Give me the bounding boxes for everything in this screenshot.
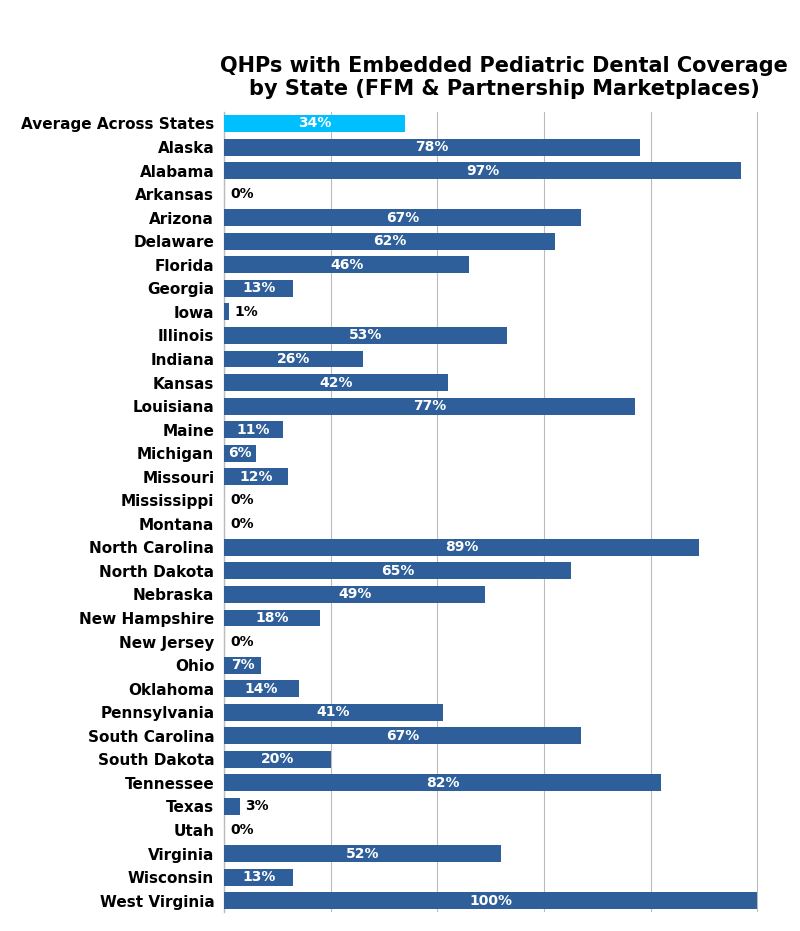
Bar bbox=[224, 374, 448, 391]
Text: 49%: 49% bbox=[338, 587, 371, 601]
Text: 65%: 65% bbox=[381, 564, 414, 578]
Text: 77%: 77% bbox=[413, 399, 446, 413]
Text: 12%: 12% bbox=[239, 470, 273, 484]
Text: 14%: 14% bbox=[245, 681, 278, 695]
Text: 62%: 62% bbox=[373, 235, 406, 249]
Bar bbox=[224, 398, 634, 414]
Bar bbox=[224, 562, 570, 579]
Text: 78%: 78% bbox=[415, 140, 449, 154]
Bar bbox=[224, 869, 294, 885]
Text: 13%: 13% bbox=[242, 870, 275, 884]
Text: 18%: 18% bbox=[255, 611, 289, 625]
Text: 11%: 11% bbox=[237, 423, 270, 437]
Bar bbox=[224, 892, 758, 909]
Title: QHPs with Embedded Pediatric Dental Coverage
by State (FFM & Partnership Marketp: QHPs with Embedded Pediatric Dental Cove… bbox=[220, 56, 788, 99]
Text: 52%: 52% bbox=[346, 846, 379, 860]
Text: 0%: 0% bbox=[230, 493, 254, 507]
Text: 34%: 34% bbox=[298, 116, 331, 130]
Bar bbox=[224, 586, 486, 603]
Bar bbox=[224, 256, 470, 274]
Bar bbox=[224, 468, 288, 485]
Bar bbox=[224, 233, 554, 250]
Bar bbox=[224, 845, 502, 862]
Text: 89%: 89% bbox=[445, 540, 478, 554]
Bar bbox=[224, 656, 262, 674]
Bar bbox=[224, 162, 742, 179]
Text: 67%: 67% bbox=[386, 210, 419, 224]
Text: 7%: 7% bbox=[231, 658, 254, 672]
Text: 1%: 1% bbox=[234, 304, 258, 319]
Text: 26%: 26% bbox=[277, 352, 310, 366]
Bar bbox=[224, 209, 582, 226]
Bar bbox=[224, 798, 240, 815]
Text: 53%: 53% bbox=[349, 329, 382, 343]
Text: 0%: 0% bbox=[230, 517, 254, 531]
Text: 42%: 42% bbox=[319, 375, 353, 389]
Bar bbox=[224, 304, 230, 320]
Text: 0%: 0% bbox=[230, 187, 254, 201]
Text: 82%: 82% bbox=[426, 776, 459, 789]
Text: 67%: 67% bbox=[386, 729, 419, 743]
Bar bbox=[224, 610, 320, 627]
Bar bbox=[224, 704, 442, 721]
Bar bbox=[224, 280, 294, 297]
Bar bbox=[224, 115, 406, 132]
Bar bbox=[224, 727, 582, 744]
Text: 3%: 3% bbox=[246, 800, 269, 814]
Bar bbox=[224, 750, 330, 768]
Text: 0%: 0% bbox=[230, 823, 254, 837]
Text: 46%: 46% bbox=[330, 258, 363, 272]
Text: 41%: 41% bbox=[317, 705, 350, 720]
Text: 97%: 97% bbox=[466, 164, 499, 178]
Bar bbox=[224, 681, 298, 697]
Text: 0%: 0% bbox=[230, 635, 254, 649]
Bar bbox=[224, 775, 662, 791]
Bar bbox=[224, 327, 506, 344]
Text: 20%: 20% bbox=[261, 752, 294, 766]
Bar bbox=[224, 421, 282, 439]
Text: 100%: 100% bbox=[469, 894, 512, 908]
Bar bbox=[224, 350, 362, 368]
Text: 13%: 13% bbox=[242, 281, 275, 295]
Bar bbox=[224, 445, 256, 462]
Text: 6%: 6% bbox=[228, 446, 252, 460]
Bar bbox=[224, 539, 698, 556]
Bar bbox=[224, 139, 640, 155]
